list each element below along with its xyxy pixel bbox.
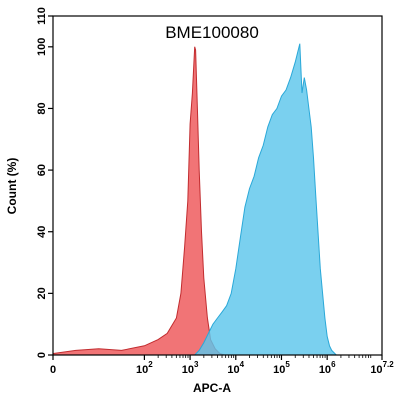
y-tick-label: 110 bbox=[36, 7, 48, 25]
series-area-2 bbox=[193, 43, 338, 356]
x-axis-title: APC-A bbox=[193, 381, 231, 395]
chart-title: BME100080 bbox=[165, 23, 259, 42]
x-tick-label: 104 bbox=[227, 360, 244, 376]
x-tick-label: 102 bbox=[136, 360, 153, 376]
y-axis-title: Count (%) bbox=[5, 158, 19, 215]
x-tick-label: 0 bbox=[50, 364, 56, 376]
plot-area: 0 20 40 60 80 100 110 0 102 103 104 105 106 107.2 bbox=[36, 7, 394, 376]
x-tick-label: 103 bbox=[182, 360, 199, 376]
y-tick-label: 100 bbox=[36, 38, 48, 56]
y-tick-label: 0 bbox=[36, 352, 48, 358]
y-tick-label: 80 bbox=[36, 102, 48, 114]
x-tick-label: 106 bbox=[319, 360, 336, 376]
y-tick-label: 20 bbox=[36, 287, 48, 299]
series-area-1 bbox=[52, 46, 225, 356]
x-tick-label: 107.2 bbox=[370, 360, 394, 376]
y-tick-label: 60 bbox=[36, 164, 48, 176]
y-tick-label: 40 bbox=[36, 226, 48, 238]
plot-frame bbox=[52, 15, 383, 356]
x-tick-label: 105 bbox=[273, 360, 290, 376]
